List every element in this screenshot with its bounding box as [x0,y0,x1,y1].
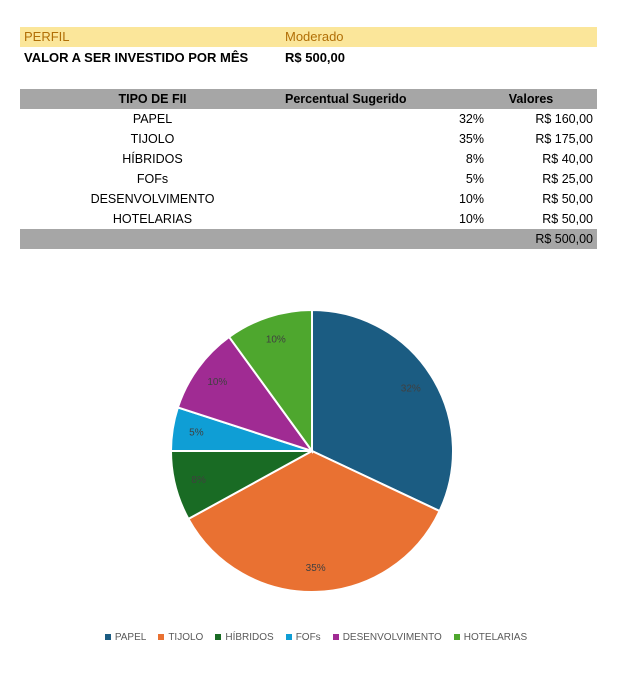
row-valor: R$ 40,00 [542,152,593,166]
pie-data-label: 5% [189,428,204,439]
row-tipo: HÍBRIDOS [122,152,183,166]
legend-label: HÍBRIDOS [225,632,274,643]
row-tipo: PAPEL [132,112,173,126]
legend-swatch [158,634,165,641]
row-percentual: 8% [465,152,484,166]
row-tipo: DESENVOLVIMENTO [90,192,215,206]
valor-row: VALOR A SER INVESTIDO POR MÊS R$ 500,00 [20,48,597,68]
row-valor: R$ 50,00 [542,192,593,206]
legend-label: DESENVOLVIMENTO [342,632,442,643]
legend-item: PAPEL [104,632,147,643]
valor-value: R$ 500,00 [285,50,345,65]
table-row: FOFs 5% R$ 25,00 [20,169,597,189]
row-percentual: 35% [458,132,484,146]
valor-label: VALOR A SER INVESTIDO POR MÊS [24,50,249,65]
perfil-row: PERFIL Moderado [20,27,597,47]
row-percentual: 32% [458,112,484,126]
pie-data-label: 10% [266,335,286,346]
perfil-value: Moderado [285,29,344,44]
legend-label: FOFs [295,632,321,643]
row-tipo: TIJOLO [130,132,175,146]
table-header: TIPO DE FII Percentual Sugerido Valores [20,89,597,109]
pie-slice-tijolo [187,449,441,593]
legend-item: DESENVOLVIMENTO [332,632,442,643]
perfil-label: PERFIL [24,29,70,44]
row-valor: R$ 175,00 [535,132,593,146]
row-valor: R$ 50,00 [542,212,593,226]
row-percentual: 10% [458,192,484,206]
legend-label: HOTELARIAS [463,632,528,643]
legend-swatch [285,634,292,641]
legend-label: TIJOLO [168,632,204,643]
table-total-value: R$ 500,00 [535,232,593,246]
legend-swatch [104,634,111,641]
header-tipo: TIPO DE FII [118,92,187,106]
legend-item: HÍBRIDOS [215,632,274,643]
row-valor: R$ 160,00 [535,112,593,126]
legend-item: TIJOLO [158,632,203,643]
chart-legend: PAPEL TIJOLO HÍBRIDOS FOFs DESENVOLVIMENTO HO… [0,632,632,643]
pie-slice-hotelarias [227,308,313,455]
table-row: HOTELARIAS 10% R$ 50,00 [20,209,597,229]
row-tipo: HOTELARIAS [112,212,193,226]
table-row: DESENVOLVIMENTO 10% R$ 50,00 [20,189,597,209]
header-percentual: Percentual Sugerido [285,92,407,106]
table-row: HÍBRIDOS 8% R$ 40,00 [20,149,597,169]
legend-swatch [332,634,339,641]
legend-label: PAPEL [114,632,147,643]
row-valor: R$ 25,00 [542,172,593,186]
row-tipo: FOFs [136,172,169,186]
pie-data-label: 10% [207,377,227,388]
table-row: TIJOLO 35% R$ 175,00 [20,129,597,149]
table-total-row: R$ 500,00 [20,229,597,249]
pie-chart: 32% 35% 8% 5% 10% 10% [169,308,454,593]
legend-swatch [453,634,460,641]
pie-data-label: 32% [401,383,421,394]
pie-data-label: 35% [306,563,326,574]
header-valores: Valores [508,92,554,106]
legend-item: HOTELARIAS [453,632,528,643]
pie-slice-desenvolvimento [176,335,315,453]
pie-data-label: 8% [191,475,206,486]
pie-slice-papel [311,308,454,513]
table-row: PAPEL 32% R$ 160,00 [20,109,597,129]
row-percentual: 10% [458,212,484,226]
row-percentual: 5% [465,172,484,186]
legend-swatch [215,634,222,641]
legend-item: FOFs [285,632,321,643]
